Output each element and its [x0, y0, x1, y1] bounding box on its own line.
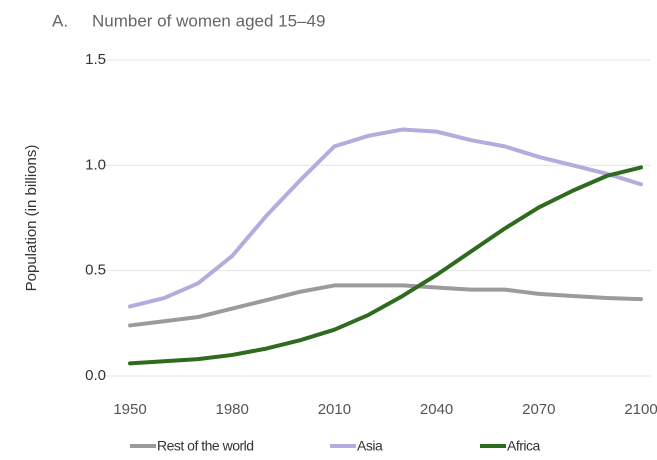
- series-line: [128, 165, 643, 366]
- x-tick-label: 2100: [624, 401, 657, 418]
- legend-label: Asia: [357, 438, 383, 454]
- series-line: [128, 127, 643, 309]
- x-tick-label: 2040: [420, 401, 453, 418]
- legend-label: Africa: [507, 438, 541, 454]
- chart-title: Number of women aged 15–49: [92, 11, 325, 30]
- x-tick-label: 1950: [113, 401, 146, 418]
- series-line: [128, 283, 643, 328]
- y-axis-label: Population (in billions): [23, 145, 40, 292]
- x-tick-label: 2070: [522, 401, 555, 418]
- legend-label: Rest of the world: [157, 438, 254, 454]
- x-tick-label: 1980: [216, 401, 249, 418]
- y-tick-label: 1.5: [85, 51, 106, 68]
- y-tick-label: 1.0: [85, 156, 106, 173]
- y-tick-label: 0.0: [85, 367, 106, 384]
- x-tick-label: 2010: [318, 401, 351, 418]
- y-tick-label: 0.5: [85, 262, 106, 279]
- panel-label: A.: [52, 11, 68, 30]
